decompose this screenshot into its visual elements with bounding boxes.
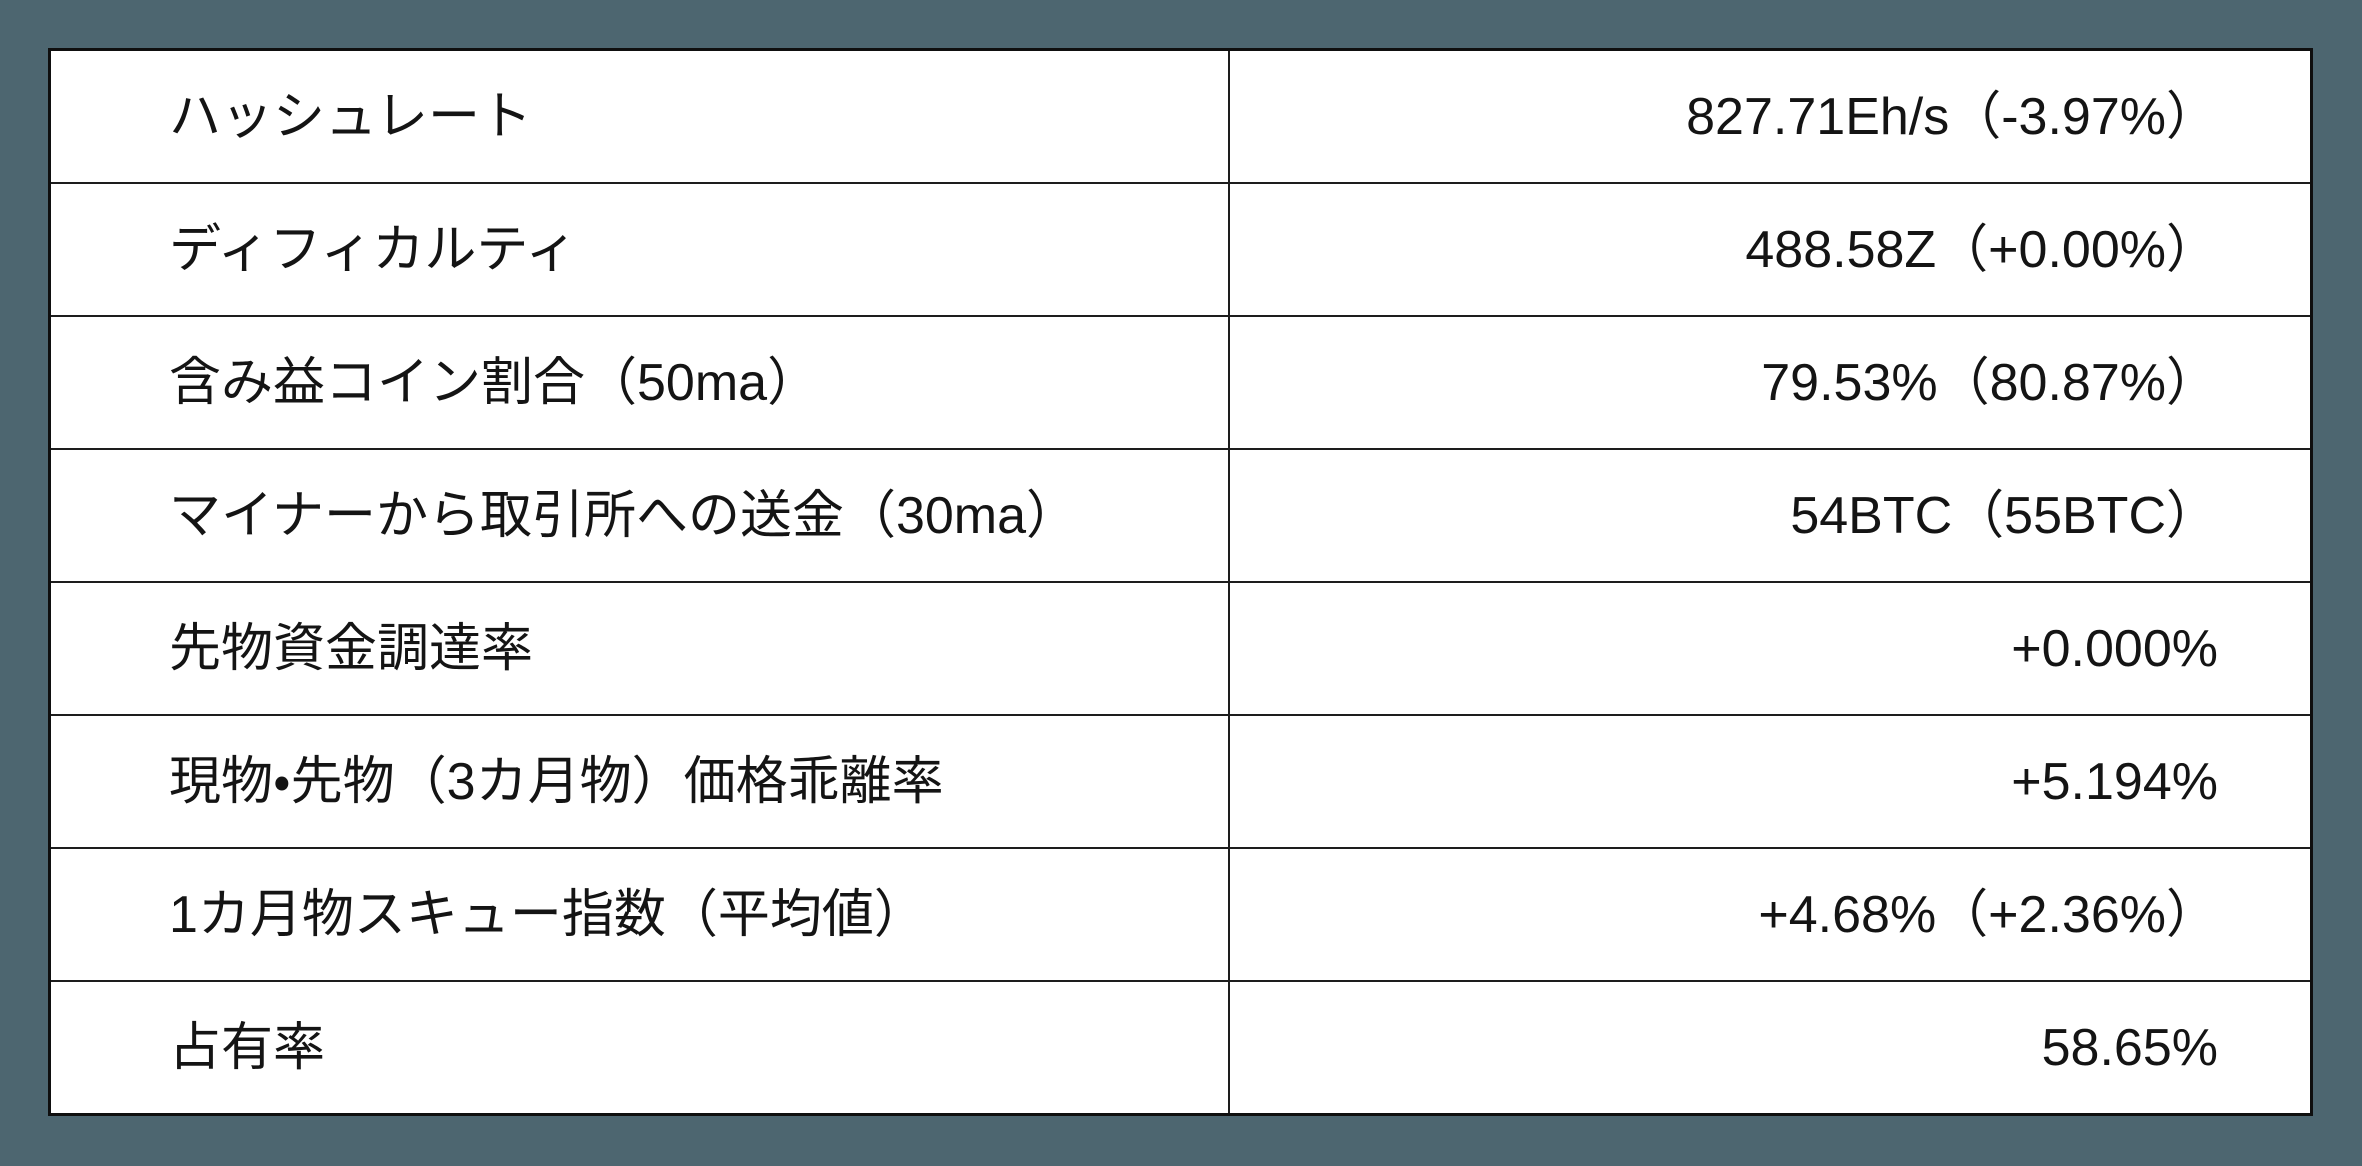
table-row: 占有率 58.65% — [51, 980, 2310, 1113]
metric-label: ディフィカルティ — [169, 220, 578, 279]
metric-value: 488.58Z（+0.00%） — [1228, 184, 2310, 315]
metric-label: 含み益コイン割合（50ma） — [169, 353, 820, 412]
metric-value: +0.000% — [1228, 583, 2310, 714]
metric-value: 827.71Eh/s（-3.97%） — [1228, 51, 2310, 182]
metric-label: ハッシュレート — [169, 87, 532, 146]
table-row: 先物資金調達率 +0.000% — [51, 581, 2310, 714]
metric-value: 54BTC（55BTC） — [1228, 450, 2310, 581]
table-row: ディフィカルティ 488.58Z（+0.00%） — [51, 182, 2310, 315]
metric-label: 占有率 — [169, 1018, 326, 1077]
table-row: 1カ月物スキュー指数（平均値） +4.68%（+2.36%） — [51, 847, 2310, 980]
table-row: 含み益コイン割合（50ma） 79.53%（80.87%） — [51, 315, 2310, 448]
metric-value: +4.68%（+2.36%） — [1228, 849, 2310, 980]
metric-label: 1カ月物スキュー指数（平均値） — [169, 885, 926, 944]
metrics-table: ハッシュレート 827.71Eh/s（-3.97%） ディフィカルティ 488.… — [48, 48, 2313, 1116]
metric-label: 先物資金調達率 — [169, 619, 534, 678]
table-row: 現物・先物（3カ月物）価格乖離率 +5.194% — [51, 714, 2310, 847]
metric-label: マイナーから取引所への送金（30ma） — [169, 486, 1079, 545]
metric-label: 現物・先物（3カ月物）価格乖離率 — [169, 752, 944, 811]
metric-value: 58.65% — [1228, 982, 2310, 1113]
metric-value: 79.53%（80.87%） — [1228, 317, 2310, 448]
table-row: ハッシュレート 827.71Eh/s（-3.97%） — [51, 51, 2310, 182]
metric-value: +5.194% — [1228, 716, 2310, 847]
table-row: マイナーから取引所への送金（30ma） 54BTC（55BTC） — [51, 448, 2310, 581]
